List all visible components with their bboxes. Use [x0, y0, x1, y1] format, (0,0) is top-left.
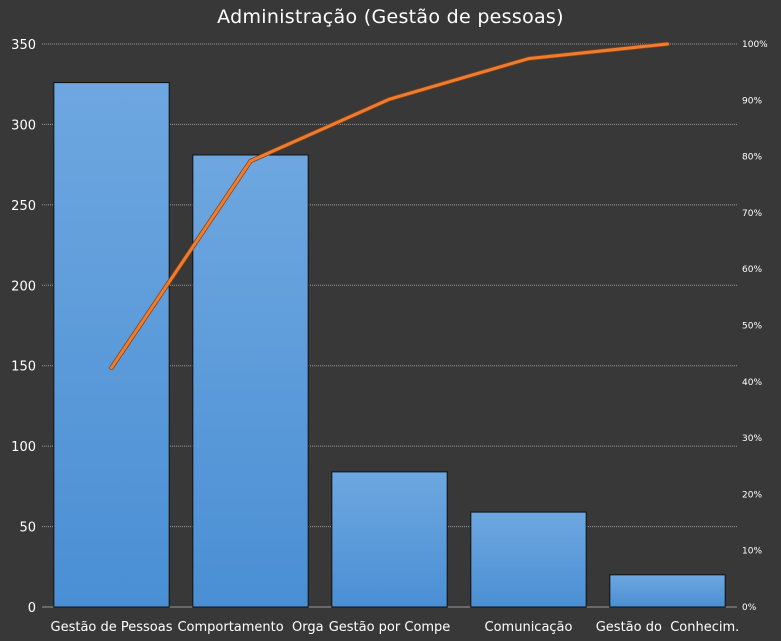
right-axis: 0% 10% 20% 30% 40% 50% 60% 70% 80% 90% 100% [742, 40, 768, 613]
right-tick-label: 10% [742, 547, 762, 557]
right-tick-label: 100% [742, 40, 768, 50]
line-series [110, 42, 669, 370]
left-tick-label: 150 [11, 360, 36, 375]
category-label: Comportamento Orga [177, 620, 323, 635]
bar [470, 511, 587, 608]
left-tick-label: 100 [11, 440, 36, 455]
right-tick-label: 80% [742, 153, 762, 163]
category-label: Comunicação [485, 620, 573, 635]
category-label: Gestão de Pessoas [51, 620, 173, 635]
bar [53, 82, 170, 608]
right-tick-label: 50% [742, 322, 762, 332]
right-tick-label: 40% [742, 378, 762, 388]
bars [53, 82, 726, 608]
left-tick-label: 250 [11, 199, 36, 214]
right-tick-label: 90% [742, 96, 762, 106]
left-tick-label: 350 [11, 38, 36, 53]
chart-title: Administração (Gestão de pessoas) [217, 6, 564, 28]
left-tick-label: 200 [11, 279, 36, 294]
bar [609, 574, 726, 608]
right-tick-label: 30% [742, 434, 762, 444]
category-axis: Gestão de Pessoas Comportamento Orga Gestã… [51, 620, 740, 635]
right-tick-label: 70% [742, 209, 762, 219]
left-tick-label: 300 [11, 118, 36, 133]
left-tick-label: 50 [19, 521, 36, 536]
bar [192, 154, 309, 608]
category-label: Gestão do Conhecim. [596, 620, 740, 635]
right-tick-label: 60% [742, 265, 762, 275]
bar [331, 471, 448, 608]
right-tick-label: 0% [742, 603, 757, 613]
left-axis: 0 50 100 150 200 250 300 350 [11, 38, 36, 616]
right-tick-label: 20% [742, 490, 762, 500]
left-tick-label: 0 [28, 601, 36, 616]
cumulative-line [109, 41, 670, 370]
category-label: Gestão por Compe [329, 620, 451, 635]
